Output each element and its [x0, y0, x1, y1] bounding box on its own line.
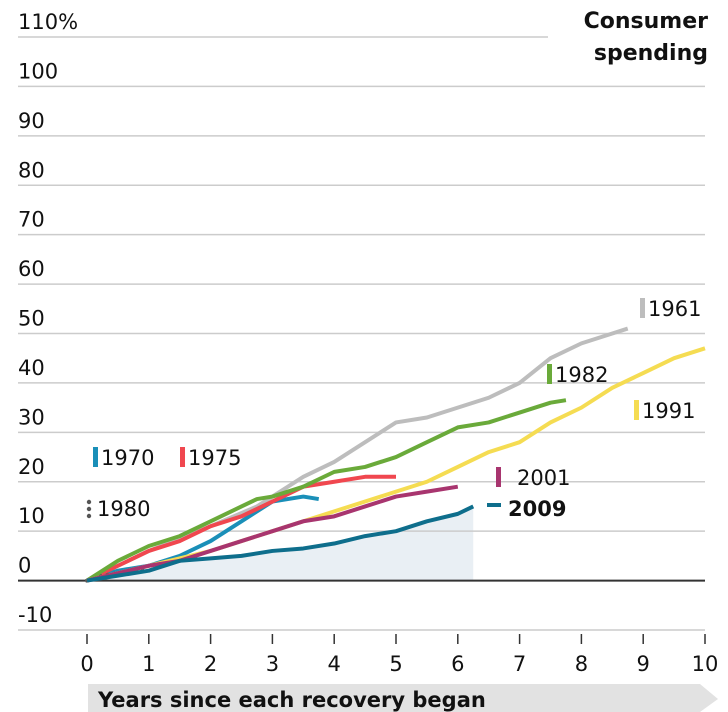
x-tick-label: 1: [142, 652, 155, 676]
legend-label: 1975: [188, 446, 241, 470]
legend-swatch: [86, 506, 92, 512]
x-tick-label: 6: [451, 652, 464, 676]
legend-label: 1982: [555, 363, 608, 387]
legend-swatch: [86, 499, 92, 505]
y-tick-label: 110%: [18, 10, 78, 34]
series-line: [85, 398, 567, 583]
y-tick-label: 100: [18, 59, 58, 83]
series-line: [86, 326, 629, 583]
legend-swatch: [496, 467, 501, 487]
y-tick-label: 40: [18, 356, 45, 380]
x-tick-label: 7: [513, 652, 526, 676]
y-tick-label: 10: [18, 504, 45, 528]
xlabel-banner: [88, 684, 718, 712]
y-tick-label: 30: [18, 405, 45, 429]
legend-label: 1980: [97, 497, 150, 521]
x-tick-label: 2: [204, 652, 217, 676]
chart-title: Consumer spending: [583, 9, 708, 66]
legend-swatch: [180, 447, 185, 467]
y-tick-label: -10: [18, 603, 52, 627]
y-tick-label: 50: [18, 307, 45, 331]
y-tick-label: 70: [18, 208, 45, 232]
x-tick-label: 3: [266, 652, 279, 676]
y-tick-label: 80: [18, 158, 45, 182]
y-tick-label: 20: [18, 455, 45, 479]
legend-swatch: [547, 364, 552, 384]
x-tick-label: 0: [80, 652, 93, 676]
legend-label: 2001: [517, 466, 570, 490]
series-line: [86, 504, 475, 583]
y-tick-label: 60: [18, 257, 45, 281]
x-tick-label: 4: [328, 652, 341, 676]
x-tick-label: 8: [575, 652, 588, 676]
legend-label: 1991: [642, 399, 695, 423]
legend-swatch: [640, 298, 645, 318]
x-axis-label: Years since each recovery began: [97, 688, 486, 712]
legend-swatch: [93, 447, 98, 467]
x-tick-label: 5: [389, 652, 402, 676]
legend-label: 1961: [648, 297, 701, 321]
legend-swatch: [487, 503, 501, 507]
legend-label: 2009: [508, 497, 566, 521]
legend-label: 1970: [101, 446, 154, 470]
legend-swatch: [634, 400, 639, 420]
y-tick-label: 0: [18, 554, 31, 578]
x-tick-label: 9: [637, 652, 650, 676]
legend-swatch: [86, 513, 92, 519]
x-tick-label: 10: [692, 652, 719, 676]
y-tick-label: 90: [18, 109, 45, 133]
series-line: [86, 474, 396, 583]
